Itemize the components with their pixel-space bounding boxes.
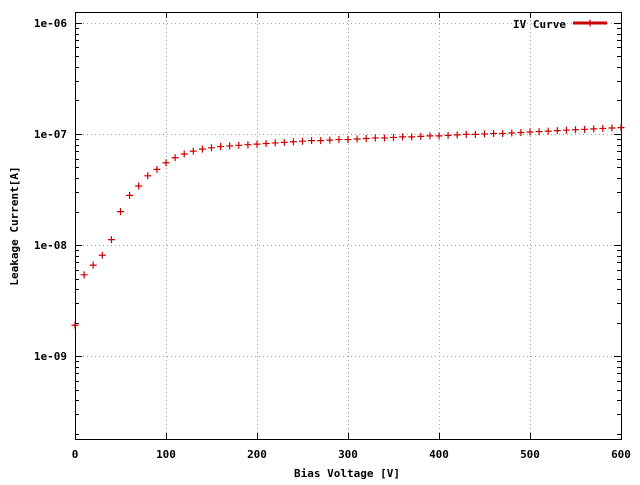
data-point	[344, 136, 352, 144]
y-axis-label: Leakage Current[A]	[8, 166, 21, 285]
legend: IV Curve	[513, 18, 607, 31]
data-point	[271, 139, 279, 147]
data-point	[426, 132, 434, 140]
data-point	[208, 144, 215, 152]
data-point	[599, 124, 607, 132]
data-point	[481, 130, 488, 138]
data-point	[581, 125, 589, 133]
data-point	[572, 126, 579, 134]
data-point	[399, 133, 407, 141]
data-point	[126, 191, 134, 199]
data-point	[71, 321, 79, 329]
data-point	[289, 138, 297, 146]
legend-marker-symbol	[586, 19, 594, 27]
data-point	[80, 271, 88, 279]
axis-ticks	[75, 12, 622, 439]
data-point	[417, 132, 425, 140]
x-tick-label: 400	[429, 448, 449, 461]
y-tick-label: 1e-06	[34, 17, 67, 30]
data-point	[98, 251, 106, 259]
data-point	[544, 127, 552, 135]
data-point	[408, 133, 416, 141]
data-point	[262, 140, 270, 148]
y-tick-label: 1e-07	[34, 128, 67, 141]
x-tick-labels: 0 100 200 300 400 500 600	[72, 448, 631, 461]
data-point	[162, 159, 170, 167]
x-tick-label: 600	[611, 448, 631, 461]
data-point	[617, 124, 625, 132]
grid	[75, 12, 621, 439]
data-point	[171, 154, 179, 162]
data-point	[380, 134, 388, 142]
data-point	[299, 137, 306, 145]
data-point	[362, 134, 370, 142]
data-point	[608, 124, 616, 132]
y-tick-label: 1e-08	[34, 239, 67, 252]
x-tick-label: 0	[72, 448, 79, 461]
data-point	[280, 138, 288, 146]
data-point	[317, 137, 325, 145]
data-point	[308, 137, 316, 145]
data-point	[107, 236, 115, 244]
y-tick-labels: 1e-09 1e-08 1e-07 1e-06	[34, 17, 67, 363]
data-point	[553, 127, 561, 135]
data-point	[562, 126, 570, 134]
data-point	[144, 172, 152, 180]
data-point	[390, 133, 397, 141]
data-point	[153, 165, 161, 173]
legend-label-ivcurve: IV Curve	[513, 18, 566, 31]
legend-marker-ivcurve	[586, 19, 594, 27]
data-point	[517, 128, 525, 136]
x-tick-label: 200	[247, 448, 267, 461]
data-point	[444, 131, 452, 139]
x-tick-label: 300	[338, 448, 358, 461]
data-point	[198, 145, 206, 153]
data-point	[217, 143, 225, 151]
data-point	[490, 129, 498, 137]
data-point	[335, 136, 343, 144]
data-point	[253, 140, 261, 148]
data-point	[462, 130, 470, 138]
data-point	[235, 141, 243, 149]
data-point	[471, 130, 479, 138]
data-point	[135, 182, 143, 190]
data-point	[435, 132, 443, 140]
data-point	[371, 134, 379, 142]
data-point	[508, 129, 516, 137]
data-point	[326, 136, 334, 144]
data-point	[117, 208, 124, 216]
data-point	[226, 142, 234, 150]
data-point	[590, 125, 598, 133]
data-point	[526, 128, 534, 136]
x-tick-label: 500	[520, 448, 540, 461]
data-point	[189, 147, 197, 155]
x-tick-label: 100	[156, 448, 176, 461]
y-tick-label: 1e-09	[34, 350, 67, 363]
data-point	[89, 261, 97, 269]
data-point	[535, 128, 543, 136]
data-point	[499, 129, 507, 137]
data-point	[180, 150, 188, 158]
data-point	[453, 131, 461, 139]
x-axis-label: Bias Voltage [V]	[294, 467, 400, 480]
data-point	[244, 141, 252, 149]
series-ivcurve	[71, 124, 625, 329]
data-point	[353, 135, 361, 143]
